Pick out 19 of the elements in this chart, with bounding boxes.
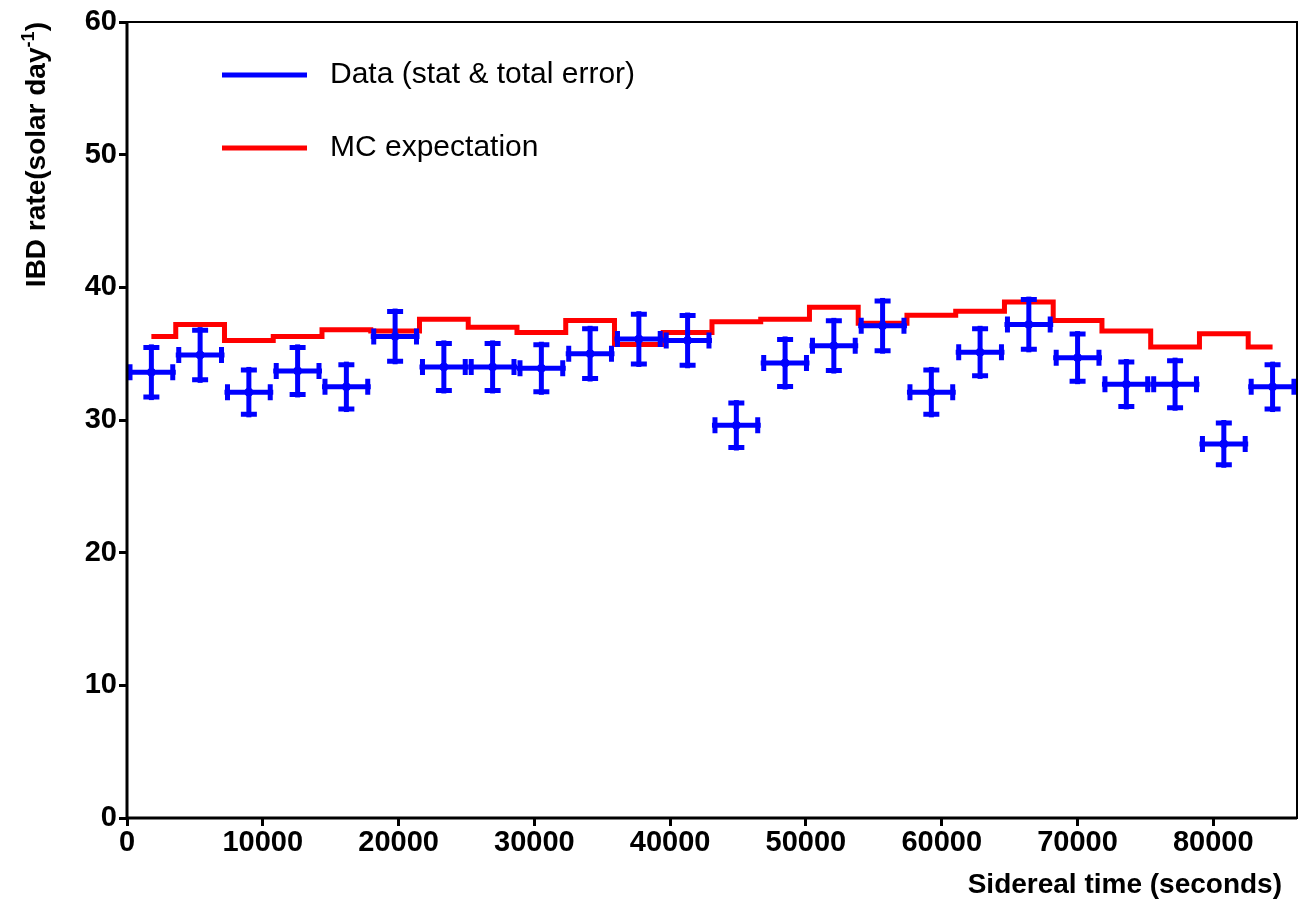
y-tick-label: 50 — [84, 136, 117, 169]
x-axis-title: Sidereal time (seconds) — [967, 868, 1283, 899]
y-tick-label: 0 — [100, 800, 117, 832]
legend-label: MC expectation — [330, 129, 539, 163]
x-tick-label: 70000 — [1037, 825, 1118, 858]
x-tick-label: 30000 — [494, 825, 575, 858]
x-tick-label: 10000 — [222, 825, 304, 858]
y-tick-label: 40 — [84, 269, 117, 302]
y-tick-label: 30 — [84, 402, 117, 434]
y-tick-label: 60 — [84, 4, 117, 36]
x-tick-label: 60000 — [901, 825, 983, 858]
legend-label: Data (stat & total error) — [330, 56, 636, 90]
x-tick-label: 20000 — [358, 825, 439, 858]
y-tick-label: 20 — [84, 534, 117, 567]
x-tick-label: 40000 — [629, 825, 711, 858]
x-tick-label: 50000 — [765, 825, 847, 858]
y-tick-label: 10 — [84, 667, 117, 700]
x-tick-label: 80000 — [1172, 825, 1254, 858]
y-axis-title: IBD rate(solar day-1) — [17, 22, 51, 288]
